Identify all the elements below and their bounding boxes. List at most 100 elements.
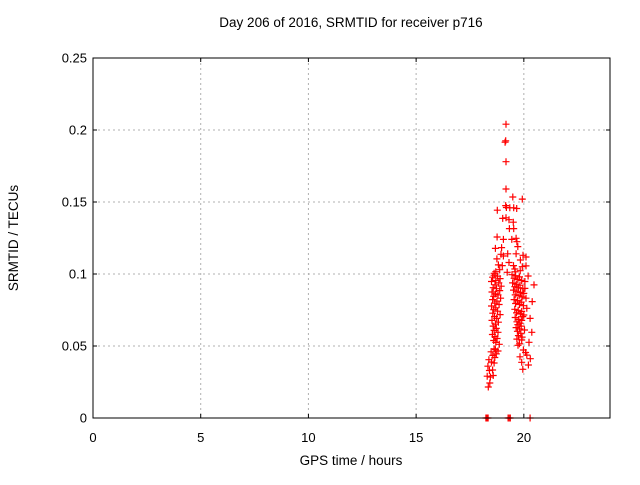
data-point-marker: [516, 340, 523, 348]
data-point-marker: [518, 263, 526, 271]
data-point-marker: [510, 204, 518, 212]
data-point-marker: [519, 313, 527, 321]
data-point-marker: [518, 195, 526, 203]
data-point-marker: [499, 214, 507, 222]
data-point-marker: [488, 302, 495, 310]
data-point-marker: [502, 120, 510, 128]
data-point-marker: [494, 328, 502, 336]
data-point-marker: [512, 250, 520, 258]
data-point-marker: [508, 271, 516, 279]
data-point-marker: [493, 314, 501, 322]
data-point-marker: [526, 314, 534, 322]
x-tick-label: 15: [409, 430, 423, 445]
data-point-marker: [528, 328, 536, 336]
data-point-marker: [509, 218, 517, 226]
data-point-marker: [510, 225, 518, 233]
data-point-marker: [502, 137, 510, 145]
plot-border: [92, 57, 611, 419]
tick-labels-layer: 0 5 10 15 20 0 0.05 0.1 0.15 0.2 0.25: [62, 51, 531, 446]
data-point-marker: [519, 251, 527, 259]
data-point-marker: [489, 372, 497, 379]
data-point-marker: [494, 347, 502, 355]
data-point-marker: [525, 338, 533, 346]
grid-layer: [93, 58, 610, 418]
data-point-marker: [523, 304, 531, 312]
data-point-marker: [488, 278, 495, 285]
data-point-marker: [514, 276, 522, 283]
chart-title: Day 206 of 2016, SRMTID for receiver p71…: [219, 15, 482, 30]
data-points-layer: [482, 120, 538, 422]
data-point-marker: [514, 332, 522, 340]
data-point-marker: [510, 274, 518, 282]
data-point-marker: [502, 158, 510, 166]
data-point-marker: [510, 262, 517, 270]
data-point-marker: [514, 284, 522, 292]
data-point-marker: [512, 234, 520, 242]
data-point-marker: [505, 259, 513, 266]
data-point-marker: [522, 294, 530, 302]
data-point-marker: [520, 289, 528, 297]
x-tick-label: 0: [89, 430, 96, 445]
x-tick-label: 5: [197, 430, 204, 445]
data-point-marker: [516, 267, 524, 275]
data-point-marker: [498, 262, 506, 270]
data-point-marker: [511, 283, 519, 291]
data-point-marker: [519, 365, 527, 373]
data-point-marker: [517, 288, 525, 296]
data-point-marker: [515, 292, 523, 300]
data-point-marker: [489, 309, 497, 317]
data-point-marker: [518, 336, 526, 344]
data-point-marker: [494, 261, 502, 269]
data-point-marker: [489, 351, 497, 359]
data-point-marker: [484, 362, 492, 370]
data-point-marker: [518, 293, 526, 301]
y-tick-label: 0.15: [62, 195, 87, 210]
data-point-marker: [503, 268, 511, 276]
y-tick-label: 0.25: [62, 51, 87, 66]
data-point-marker: [521, 284, 529, 292]
data-point-marker: [490, 345, 498, 353]
data-point-marker: [493, 255, 501, 263]
data-point-marker: [520, 311, 528, 319]
data-point-marker: [513, 335, 521, 343]
data-point-marker: [511, 305, 519, 313]
data-point-marker: [530, 281, 538, 289]
data-point-marker: [485, 367, 493, 374]
data-point-marker: [528, 298, 536, 306]
data-point-marker: [498, 244, 506, 252]
data-point-marker: [510, 286, 517, 294]
data-point-marker: [513, 309, 520, 317]
data-point-marker: [497, 294, 505, 302]
x-tick-label: 10: [301, 430, 315, 445]
x-tick-label: 20: [517, 430, 531, 445]
data-point-marker: [495, 340, 503, 348]
data-point-marker: [512, 300, 520, 307]
ticks-layer: [92, 57, 610, 419]
data-point-marker: [495, 301, 503, 308]
data-point-marker: [502, 185, 510, 193]
data-point-marker: [518, 358, 526, 366]
data-point-marker: [497, 250, 505, 258]
data-point-marker: [524, 272, 532, 280]
data-point-marker: [508, 235, 516, 243]
data-point-marker: [509, 193, 517, 201]
data-point-marker: [490, 292, 498, 300]
data-point-marker: [505, 216, 513, 224]
data-point-marker: [514, 341, 522, 349]
data-point-marker: [522, 349, 530, 356]
data-point-marker: [493, 206, 501, 214]
data-point-marker: [522, 253, 530, 261]
data-point-marker: [524, 361, 532, 369]
y-tick-label: 0.05: [62, 339, 87, 354]
data-point-marker: [486, 379, 494, 387]
data-point-marker: [490, 326, 498, 334]
y-tick-label: 0.2: [69, 123, 87, 138]
data-point-marker: [491, 244, 499, 252]
data-point-marker: [496, 266, 504, 274]
data-point-marker: [511, 291, 519, 299]
data-point-marker: [484, 383, 492, 391]
data-point-marker: [513, 205, 521, 212]
data-point-marker: [510, 296, 518, 304]
